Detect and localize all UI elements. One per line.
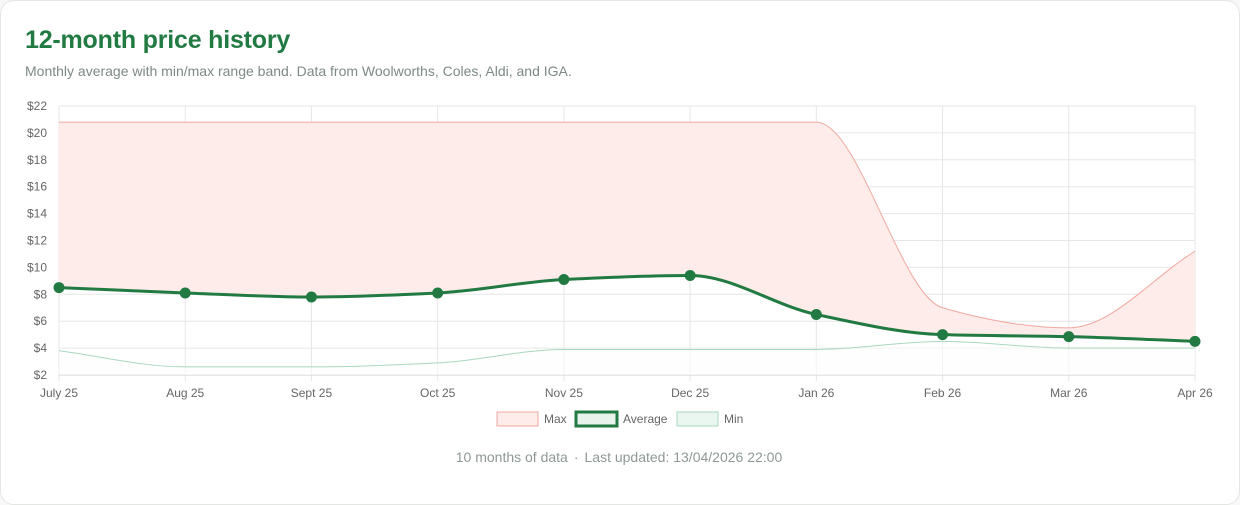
y-tick-label: $18 — [27, 153, 47, 167]
x-tick-label: Mar 26 — [1050, 386, 1088, 400]
average-point — [684, 269, 696, 281]
y-tick-label: $12 — [27, 234, 47, 248]
x-tick-label: Apr 26 — [1177, 386, 1213, 400]
average-point — [810, 308, 822, 320]
max-line — [59, 121, 1196, 329]
x-axis: July 25 Aug 25 Sept 25 Oct 25 Nov 25 Dec 25 Ja… — [40, 386, 1213, 400]
chart-footer: 10 months of data · Last updated: 13/04/20… — [0, 449, 1238, 465]
average-point — [432, 287, 444, 299]
average-point — [937, 329, 949, 341]
legend-swatch-min — [676, 411, 719, 427]
x-tick-label: Jan 26 — [798, 386, 834, 400]
average-line — [58, 273, 1196, 343]
page-title: 12-month price history — [25, 26, 291, 54]
x-tick-label: Nov 25 — [545, 386, 583, 400]
x-tick-label: July 25 — [40, 386, 78, 400]
y-tick-label: $6 — [34, 314, 48, 328]
legend-label-average: Average — [623, 412, 668, 426]
x-tick-label: Sept 25 — [291, 386, 333, 400]
y-tick-label: $8 — [34, 287, 48, 301]
y-tick-label: $22 — [27, 99, 47, 113]
chart-subtitle: Monthly average with min/max range band.… — [25, 63, 572, 79]
legend-label-min: Min — [724, 412, 743, 426]
average-point — [305, 291, 317, 303]
chart-points — [53, 269, 1201, 347]
x-tick-label: Dec 25 — [671, 386, 709, 400]
y-tick-label: $2 — [34, 368, 48, 382]
y-tick-label: $16 — [27, 180, 47, 194]
x-tick-label: Oct 25 — [420, 386, 456, 400]
footer-separator: · — [573, 449, 579, 465]
legend-swatch-max — [496, 411, 539, 427]
chart-legend: Max Average Min — [496, 410, 743, 428]
y-tick-label: $10 — [27, 260, 47, 274]
legend-swatch-average — [574, 410, 619, 428]
y-tick-label: $4 — [34, 341, 48, 355]
chart-lines — [58, 121, 1196, 368]
legend-label-max: Max — [544, 412, 567, 426]
months-count: 10 months of data — [455, 449, 568, 465]
average-point — [558, 274, 570, 286]
average-point — [179, 287, 191, 299]
average-point — [53, 282, 65, 294]
x-tick-label: Feb 26 — [924, 386, 962, 400]
max-range-band — [59, 122, 1195, 342]
y-tick-label: $20 — [27, 126, 47, 140]
average-point — [1063, 331, 1075, 343]
average-point — [1189, 335, 1201, 347]
y-axis: $2 $4 $6 $8 $10 $12 $14 $16 $18 $20 $22 — [27, 99, 47, 382]
x-tick-label: Aug 25 — [166, 386, 204, 400]
y-tick-label: $14 — [27, 207, 47, 221]
last-updated: Last updated: 13/04/2026 22:00 — [584, 449, 783, 465]
min-line — [58, 340, 1195, 368]
